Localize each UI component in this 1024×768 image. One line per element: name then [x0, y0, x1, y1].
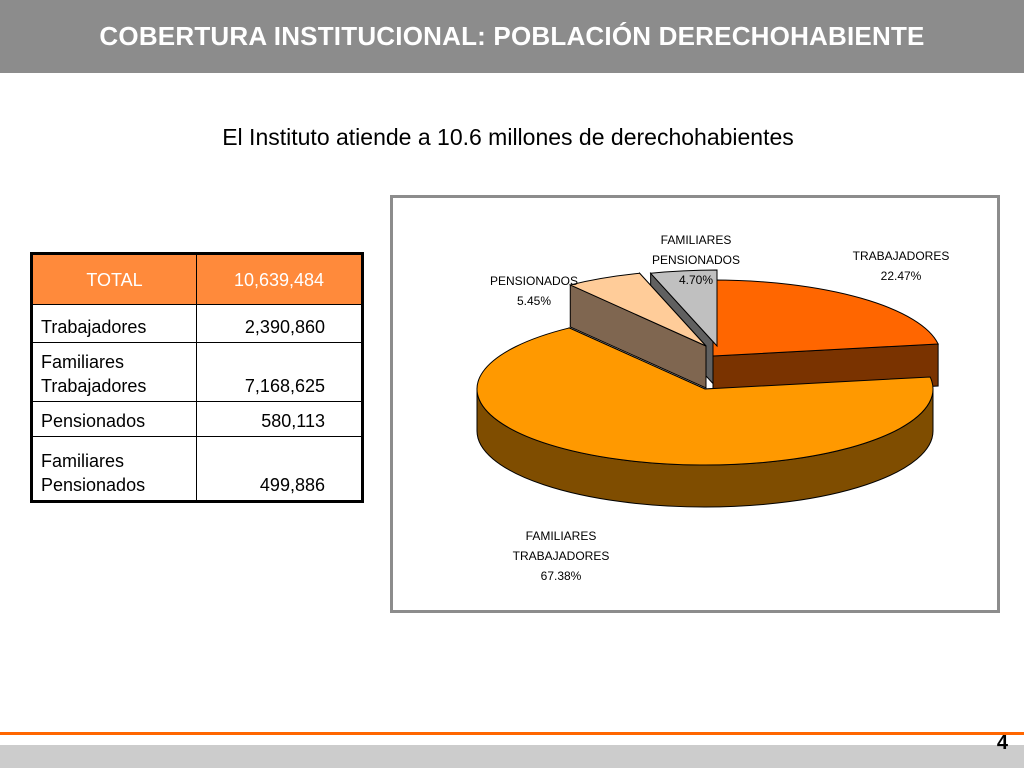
- table-row-label: Familiares Pensionados: [31, 436, 197, 502]
- footer-bar: [0, 745, 1024, 768]
- pie-chart-frame: TRABAJADORES 22.47% FAMILIARES TRABAJADORES…: [390, 195, 1000, 613]
- table-row-value: 7,168,625: [196, 342, 363, 402]
- population-table: TOTAL 10,639,484 Trabajadores 2,390,860 …: [30, 252, 364, 503]
- table-row-label: Pensionados: [31, 401, 197, 437]
- table-header-label: TOTAL: [31, 253, 197, 305]
- table-header-row: TOTAL 10,639,484: [31, 253, 363, 305]
- table-row-value: 2,390,860: [196, 304, 363, 343]
- pie-slice: [649, 269, 718, 348]
- table-row: Familiares Trabajadores 7,168,625: [31, 342, 363, 402]
- table-row-value: 499,886: [196, 436, 363, 502]
- table-header-value: 10,639,484: [196, 253, 363, 305]
- table-row-label: Trabajadores: [31, 304, 197, 343]
- slide-title: COBERTURA INSTITUCIONAL: POBLACIÓN DEREC…: [0, 0, 1024, 73]
- pie-slice-label: PENSIONADOS 5.45%: [490, 274, 578, 308]
- page-number: 4: [996, 732, 1008, 754]
- pie-slice-label: FAMILIARES PENSIONADOS 4.70%: [652, 233, 740, 287]
- footer-accent-line: [0, 732, 1024, 735]
- pie-slice-label: FAMILIARES TRABAJADORES 67.38%: [513, 529, 610, 583]
- pie-slice: [712, 279, 939, 357]
- pie-slice: [476, 327, 934, 466]
- table-row-label: Familiares Trabajadores: [31, 342, 197, 402]
- table-row: Familiares Pensionados 499,886: [31, 436, 363, 502]
- pie-chart: TRABAJADORES 22.47% FAMILIARES TRABAJADORES…: [476, 233, 950, 583]
- pie-slice: [568, 272, 707, 347]
- table-row: Trabajadores 2,390,860: [31, 304, 363, 343]
- table-row: Pensionados 580,113: [31, 401, 363, 437]
- table-row-value: 580,113: [196, 401, 363, 437]
- pie-slice-label: TRABAJADORES 22.47%: [853, 249, 950, 283]
- slide-subtitle: El Instituto atiende a 10.6 millones de …: [222, 124, 794, 150]
